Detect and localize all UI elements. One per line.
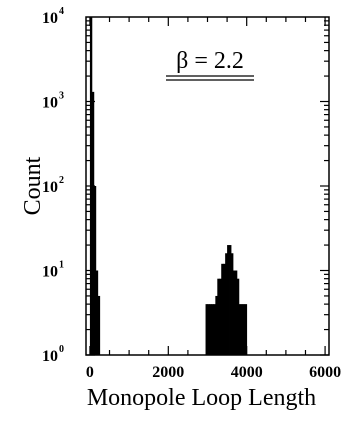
histogram-bar [95,270,99,355]
axis-ticks [86,17,329,356]
histogram-bar [207,304,210,355]
plot-frame [85,16,330,356]
y-tick-label: 10 [42,264,58,281]
x-tick-label: 0 [86,364,94,381]
x-tick-labels: 0 2000 4000 6000 [86,364,341,381]
histogram-bar [93,186,97,355]
x-tick-label: 4000 [231,364,263,381]
histogram-bar [213,304,216,355]
histogram-bar [232,270,236,355]
histogram-bar [221,263,224,355]
x-tick-label: 6000 [309,364,341,381]
y-tick-exponent: 2 [59,175,64,186]
histogram-bar [97,295,101,355]
histogram-bar [234,270,238,355]
histogram-bar [229,245,232,355]
y-tick-label: 10 [42,95,58,112]
histogram-bar [236,278,240,355]
histogram-bar [242,304,246,355]
histogram-bar [217,278,220,355]
y-tick-label: 10 [42,348,58,365]
histogram-bar [238,304,242,355]
histogram-bar [91,91,95,356]
histogram-bar [209,304,212,355]
y-axis-title: Count [20,156,46,215]
y-tick-exponent: 0 [59,344,64,355]
histogram-bar [225,253,228,355]
histogram-bar [211,304,214,355]
histogram-bar [223,263,226,355]
x-axis-title: Monopole Loop Length [87,385,316,411]
histogram-bar [219,278,222,355]
histogram-bar [231,253,234,355]
y-tick-label: 10 [42,179,58,196]
y-tick-exponent: 3 [59,91,64,102]
y-tick-exponent: 1 [59,260,64,271]
histogram-bar [205,304,208,355]
x-tick-label: 2000 [152,364,184,381]
histogram-bar [227,245,230,355]
histogram-bar [215,295,218,355]
beta-annotation: β = 2.2 [176,48,244,74]
histogram-bar [244,304,248,355]
y-tick-label: 10 [42,10,58,27]
y-tick-exponent: 4 [59,6,64,17]
histogram-bar [240,304,244,355]
